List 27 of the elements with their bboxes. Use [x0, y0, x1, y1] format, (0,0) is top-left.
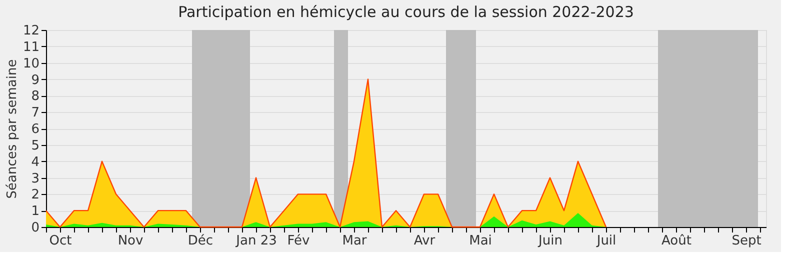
x-tick-label: Août	[662, 234, 692, 248]
y-tick-label: 0	[31, 220, 40, 236]
y-tick-label: 4	[31, 154, 40, 170]
x-tick-label: Juil	[596, 234, 616, 248]
y-tick-label: 7	[31, 106, 40, 121]
x-tick-label: Avr	[414, 234, 436, 248]
x-tick-label: Mar	[342, 234, 368, 248]
y-tick-label: 8	[31, 89, 40, 104]
x-tick-label: Sept	[732, 234, 762, 248]
x-tick-label: Jan 23	[235, 234, 277, 248]
x-tick-label: Oct	[49, 234, 72, 248]
x-tick-label: Juin	[538, 234, 562, 248]
y-tick-label: 9	[31, 72, 40, 88]
x-tick-label: Fév	[287, 234, 310, 248]
y-tick-label: 1	[31, 204, 40, 220]
y-tick-label: 2	[31, 188, 40, 203]
x-tick-label: Déc	[188, 234, 214, 248]
y-tick-label: 10	[22, 56, 40, 72]
y-tick-label: 3	[31, 171, 40, 186]
y-tick-label: 6	[31, 122, 40, 137]
chart-title: Participation en hémicycle au cours de la session 2022-2023	[178, 3, 634, 21]
y-tick-label: 11	[22, 40, 40, 55]
y-tick-label: 5	[31, 138, 40, 154]
y-axis-title: Séances par semaine	[4, 59, 20, 199]
x-tick-label: Nov	[118, 234, 144, 248]
x-tick-label: Mai	[469, 234, 492, 248]
y-tick-label: 12	[22, 24, 40, 38]
